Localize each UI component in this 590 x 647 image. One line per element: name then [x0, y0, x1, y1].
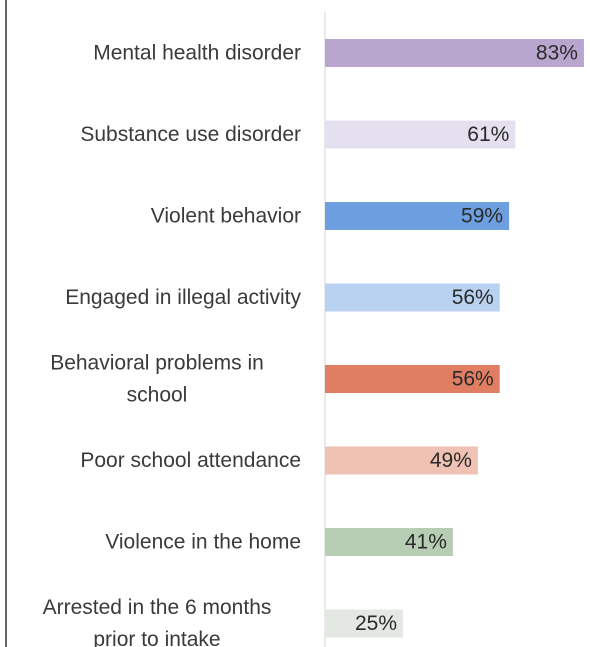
bar: [325, 365, 500, 393]
bar-value-label: 61%: [467, 123, 509, 146]
category-label-line: Behavioral problems in: [50, 352, 264, 375]
bar: [325, 528, 453, 556]
category-label: Violence in the home: [105, 531, 301, 554]
value-labels-group: 83% 61% 59% 56% 56% 49% 41% 25%: [355, 42, 578, 636]
bar: [325, 120, 516, 149]
category-label: Arrested in the 6 months prior to intake: [43, 596, 272, 647]
category-label: Violent behavior: [151, 205, 301, 228]
bar: [325, 609, 403, 638]
bar-value-label: 49%: [430, 449, 472, 472]
category-label: Behavioral problems in school: [50, 352, 264, 407]
bar-value-label: 56%: [452, 368, 494, 391]
category-label: Poor school attendance: [80, 449, 301, 472]
bar-value-label: 83%: [536, 42, 578, 65]
bar-value-label: 25%: [355, 612, 397, 635]
bar-value-label: 56%: [452, 286, 494, 309]
category-label-line: school: [127, 384, 188, 407]
category-labels-group: Mental health disorder Substance use diso…: [43, 42, 302, 647]
bars-group: [325, 39, 584, 638]
category-label: Engaged in illegal activity: [65, 286, 301, 309]
category-label: Substance use disorder: [80, 123, 301, 146]
bar-value-label: 59%: [461, 205, 503, 228]
category-label: Mental health disorder: [93, 42, 301, 65]
bar: [325, 202, 510, 230]
bar: [325, 39, 584, 67]
category-label-line: prior to intake: [93, 628, 220, 647]
bar: [325, 283, 500, 312]
bar: [325, 446, 478, 475]
category-label-line: Arrested in the 6 months: [43, 596, 272, 619]
bar-value-label: 41%: [405, 531, 447, 554]
